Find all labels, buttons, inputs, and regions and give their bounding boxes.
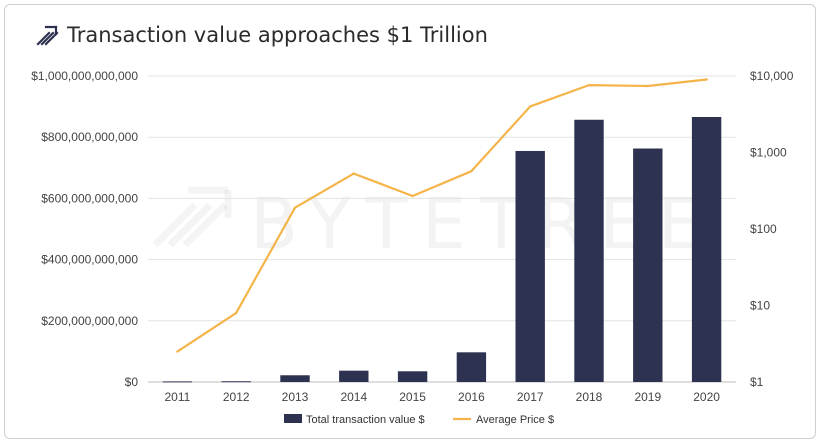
y-left-tick-label: $200,000,000,000: [41, 314, 138, 328]
line-point: [293, 206, 297, 209]
y-left-tick-label: $400,000,000,000: [41, 253, 138, 267]
line-point: [235, 311, 238, 315]
x-tick-label: 2018: [576, 390, 603, 404]
y-left-tick-label: $800,000,000,000: [41, 130, 138, 144]
watermark-arrows-icon: [152, 186, 232, 248]
bytetree-arrows-icon: [36, 25, 59, 46]
x-tick-label: 2013: [282, 390, 309, 404]
y-right-tick-label: $100: [750, 222, 777, 236]
chart-header: Transaction value approaches $1 Trillion: [35, 23, 488, 47]
price-line: [176, 78, 707, 353]
bar: [397, 371, 428, 382]
y-right-tick-label: $1,000: [750, 146, 787, 160]
watermark: BYTETREE: [152, 183, 716, 265]
line-point: [352, 172, 355, 175]
y-right-tick-label: $1: [750, 375, 764, 389]
x-tick-label: 2017: [517, 390, 544, 404]
x-tick-label: 2012: [223, 390, 250, 404]
line-point: [176, 350, 179, 353]
legend-swatch-bar: [284, 414, 302, 423]
bar: [691, 117, 722, 382]
line-point: [529, 105, 532, 108]
y-left-tick-label: $1,000,000,000,000: [31, 69, 138, 83]
line-point: [470, 169, 473, 173]
y-left-tick-label: $0: [125, 375, 139, 389]
bar: [456, 352, 487, 382]
y-right-tick-label: $10,000: [750, 69, 794, 83]
x-tick-label: 2020: [693, 390, 720, 404]
legend-label-line: Average Price $: [476, 414, 554, 426]
bar: [162, 381, 193, 383]
line-point: [411, 194, 414, 198]
bar: [280, 375, 310, 382]
x-tick-label: 2016: [458, 390, 485, 404]
line-point: [587, 83, 591, 87]
line-point: [705, 78, 708, 81]
watermark-text: BYTETREE: [250, 183, 716, 265]
chart-title: Transaction value approaches $1 Trillion: [67, 23, 488, 47]
bar: [515, 150, 545, 382]
legend-label-bar: Total transaction value $: [306, 414, 425, 426]
x-tick-label: 2011: [164, 390, 190, 404]
y-left-tick-label: $600,000,000,000: [41, 191, 138, 205]
line-point: [646, 84, 649, 88]
bar: [221, 381, 251, 383]
bar: [339, 370, 369, 382]
bar: [574, 119, 604, 383]
bar: [633, 148, 663, 382]
x-tick-label: 2015: [399, 390, 426, 404]
x-tick-label: 2019: [634, 390, 661, 404]
x-tick-label: 2014: [340, 390, 367, 404]
y-right-tick-label: $10: [750, 299, 770, 313]
